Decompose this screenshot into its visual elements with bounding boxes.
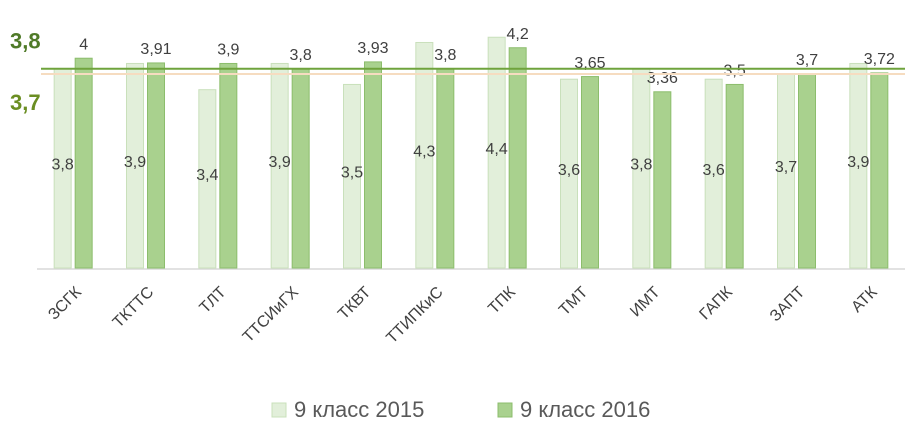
bar (725, 83, 744, 269)
bar (415, 41, 434, 269)
bar (508, 47, 527, 269)
legend-swatch (271, 402, 287, 418)
bar (870, 72, 889, 269)
data-label: 3,8 (52, 157, 74, 174)
bar (581, 76, 599, 269)
data-label: 3,36 (647, 70, 678, 87)
legend-swatch (497, 402, 513, 418)
reference-label: 3,7 (10, 90, 41, 115)
x-tick-label: ТМТ (556, 284, 591, 319)
bar (436, 68, 455, 269)
x-tick-label: ТПК (485, 283, 519, 317)
data-label: 3,5 (724, 63, 746, 80)
data-label: 3,7 (775, 159, 797, 176)
x-tick-label: ИМТ (627, 284, 664, 321)
data-label: 4,4 (486, 141, 508, 158)
x-tick-label: АТК (848, 283, 881, 316)
legend-label: 9 класс 2015 (294, 397, 424, 422)
bar (704, 78, 723, 269)
data-label: 4,2 (507, 26, 529, 43)
bar (487, 36, 506, 269)
reference-label: 3,8 (10, 29, 41, 54)
x-tick-label: ТКТТС (110, 284, 158, 332)
data-label: 3,8 (290, 47, 312, 64)
data-label: 3,6 (558, 162, 580, 179)
data-label: 3,7 (796, 52, 818, 69)
x-tick-label: ТЛТ (197, 284, 230, 317)
bar (849, 62, 868, 269)
data-label: 3,9 (847, 154, 869, 171)
bar (798, 73, 816, 269)
bar (343, 83, 361, 269)
data-label: 3,91 (140, 41, 171, 58)
x-tick-label: ТКВТ (335, 284, 374, 323)
legend-label: 9 класс 2016 (520, 397, 650, 422)
x-tick-label: ГАПК (696, 283, 736, 323)
x-tick-label: ТТИПКиС (383, 284, 446, 347)
bar (270, 62, 289, 269)
bar (364, 61, 382, 269)
data-label: 4 (79, 36, 88, 53)
data-label: 3,8 (630, 157, 652, 174)
data-label: 3,8 (434, 47, 456, 64)
bar (291, 68, 310, 269)
data-label: 3,4 (196, 167, 218, 184)
bar (219, 62, 238, 269)
x-tick-label: ЗСГК (45, 283, 85, 323)
bar (653, 91, 672, 269)
bar (560, 78, 578, 269)
data-label: 3,9 (124, 154, 146, 171)
data-label: 3,72 (864, 51, 895, 68)
data-label: 3,9 (217, 42, 239, 59)
bar (198, 89, 217, 269)
data-label: 3,6 (703, 162, 725, 179)
x-tick-label: ЗАПТ (767, 284, 808, 325)
data-label: 3,5 (341, 164, 363, 181)
bar (147, 62, 165, 269)
bar (126, 62, 144, 269)
x-tick-label: ТТСИиГХ (240, 284, 302, 346)
bar (74, 57, 93, 269)
data-label: 4,3 (413, 143, 435, 160)
data-label: 3,65 (574, 55, 605, 72)
data-label: 3,9 (269, 154, 291, 171)
data-label: 3,93 (357, 40, 388, 57)
